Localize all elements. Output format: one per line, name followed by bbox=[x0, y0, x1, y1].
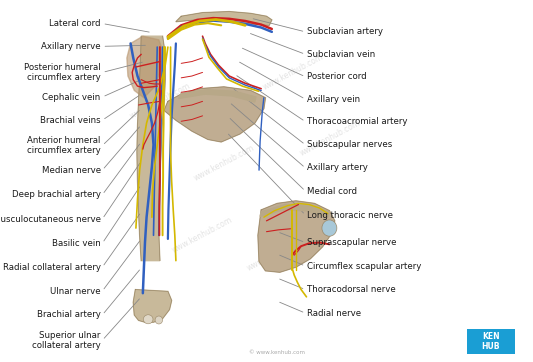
Text: www.kenhub.com: www.kenhub.com bbox=[171, 215, 235, 255]
Ellipse shape bbox=[322, 220, 337, 236]
Ellipse shape bbox=[143, 315, 153, 324]
Text: Basilic vein: Basilic vein bbox=[52, 239, 101, 248]
Polygon shape bbox=[164, 87, 265, 142]
Text: Cephalic vein: Cephalic vein bbox=[43, 93, 101, 101]
Text: © www.kenhub.com: © www.kenhub.com bbox=[249, 350, 305, 355]
Text: Circumflex scapular artery: Circumflex scapular artery bbox=[307, 262, 422, 270]
Text: Superior ulnar
collateral artery: Superior ulnar collateral artery bbox=[32, 331, 101, 350]
Text: Medial cord: Medial cord bbox=[307, 187, 357, 195]
Text: KEN
HUB: KEN HUB bbox=[482, 332, 500, 351]
Text: Brachial artery: Brachial artery bbox=[37, 311, 101, 319]
Text: Suprascapular nerve: Suprascapular nerve bbox=[307, 238, 397, 247]
Text: Brachial veins: Brachial veins bbox=[40, 116, 101, 125]
Text: Thoracoacromial artery: Thoracoacromial artery bbox=[307, 117, 408, 126]
Text: Anterior humeral
circumflex artery: Anterior humeral circumflex artery bbox=[27, 136, 101, 155]
Text: Ulnar nerve: Ulnar nerve bbox=[50, 287, 101, 295]
Text: Long thoracic nerve: Long thoracic nerve bbox=[307, 211, 393, 219]
Text: Subscapular nerves: Subscapular nerves bbox=[307, 140, 392, 149]
Polygon shape bbox=[127, 36, 163, 98]
Text: Axillary vein: Axillary vein bbox=[307, 95, 360, 104]
Text: Subclavian vein: Subclavian vein bbox=[307, 50, 375, 59]
Text: www.kenhub.com: www.kenhub.com bbox=[261, 52, 325, 92]
Text: Posterior humeral
circumflex artery: Posterior humeral circumflex artery bbox=[24, 63, 101, 82]
Text: Lateral cord: Lateral cord bbox=[49, 19, 101, 28]
Text: Radial collateral artery: Radial collateral artery bbox=[3, 263, 101, 272]
Polygon shape bbox=[179, 90, 256, 102]
Text: Axillary nerve: Axillary nerve bbox=[41, 42, 101, 51]
Text: Deep brachial artery: Deep brachial artery bbox=[12, 190, 101, 199]
Ellipse shape bbox=[155, 316, 163, 324]
Text: Thoracodorsal nerve: Thoracodorsal nerve bbox=[307, 285, 396, 294]
Text: Median nerve: Median nerve bbox=[42, 166, 101, 174]
Text: Musculocutaneous nerve: Musculocutaneous nerve bbox=[0, 215, 101, 223]
Text: Subclavian artery: Subclavian artery bbox=[307, 28, 383, 36]
Text: www.kenhub.com: www.kenhub.com bbox=[245, 233, 309, 273]
Polygon shape bbox=[260, 205, 329, 217]
Text: Posterior cord: Posterior cord bbox=[307, 72, 367, 81]
Text: www.kenhub.com: www.kenhub.com bbox=[298, 118, 362, 157]
Polygon shape bbox=[133, 290, 172, 322]
Polygon shape bbox=[137, 36, 165, 261]
Text: www.kenhub.com: www.kenhub.com bbox=[128, 81, 192, 121]
Text: www.kenhub.com: www.kenhub.com bbox=[192, 143, 256, 183]
Text: Radial nerve: Radial nerve bbox=[307, 309, 361, 317]
Polygon shape bbox=[176, 12, 272, 25]
FancyBboxPatch shape bbox=[467, 329, 515, 354]
Text: Axillary artery: Axillary artery bbox=[307, 164, 368, 172]
Polygon shape bbox=[258, 201, 335, 272]
